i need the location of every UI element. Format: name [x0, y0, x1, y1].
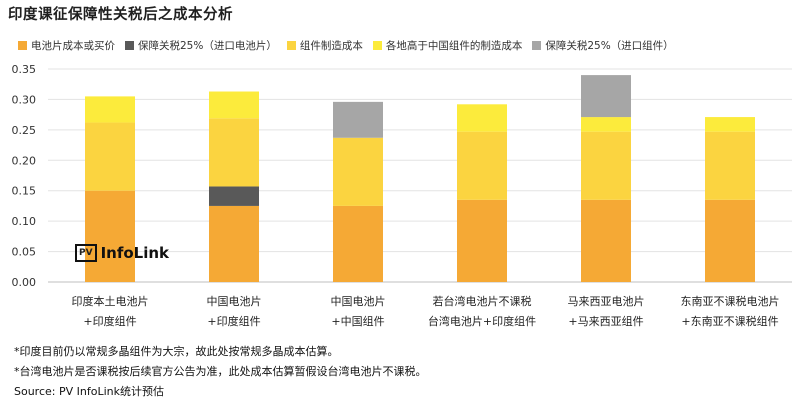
bar-segment: [209, 118, 259, 187]
y-tick-label: 0.10: [12, 215, 37, 228]
legend-swatch: [286, 41, 296, 50]
legend-item: 保障关税25%（进口组件）: [532, 38, 674, 53]
footnotes: *印度目前仍以常规多晶组件为大宗，故此处按常规多晶成本估算。 *台湾电池片是否课…: [14, 342, 427, 402]
x-category-label: 若台湾电池片不课税: [433, 294, 532, 308]
bar-segment: [209, 186, 259, 206]
legend-item: 各地高于中国组件的制造成本: [372, 38, 523, 53]
y-tick-label: 0.00: [12, 276, 37, 289]
source-note: Source: PV InfoLink统计预估: [14, 385, 164, 398]
x-category-label: +东南亚不课税组件: [681, 314, 778, 328]
bar-segment: [581, 75, 631, 118]
bar-segment: [333, 137, 383, 206]
x-category-label: +马来西亚组件: [568, 314, 643, 328]
y-tick-label: 0.30: [12, 93, 37, 106]
x-category-label: 中国电池片: [207, 295, 262, 308]
footnote-1: *印度目前仍以常规多晶组件为大宗，故此处按常规多晶成本估算。: [14, 345, 339, 358]
x-category-label: 中国电池片: [331, 295, 386, 308]
logo-badge: PV: [75, 244, 97, 262]
y-tick-label: 0.25: [12, 124, 37, 137]
legend-label: 保障关税25%（进口组件）: [545, 40, 674, 52]
bar-segment: [705, 131, 755, 200]
bar-segment: [705, 199, 755, 282]
bar-segment: [581, 117, 631, 132]
bar-segment: [209, 205, 259, 282]
x-category-label: +印度组件: [207, 314, 260, 328]
bar-segment: [581, 131, 631, 200]
legend-item: 电池片成本或买价: [18, 38, 115, 53]
x-category-label: 印度本土电池片: [72, 294, 149, 308]
legend-swatch: [532, 41, 542, 50]
bar-segment: [333, 205, 383, 282]
bar-segment: [209, 91, 259, 119]
bar-segment: [457, 104, 507, 132]
bar-segment: [705, 117, 755, 132]
bar-segment: [85, 96, 135, 123]
x-category-label: 马来西亚电池片: [568, 295, 645, 308]
legend-label: 电池片成本或买价: [31, 40, 115, 52]
chart-legend: 电池片成本或买价 保障关税25%（进口电池片） 组件制造成本 各地高于中国组件的制造成…: [18, 38, 684, 53]
y-tick-label: 0.35: [12, 63, 37, 76]
y-tick-label: 0.20: [12, 154, 37, 167]
bar-segment: [333, 101, 383, 138]
legend-swatch: [125, 41, 134, 50]
legend-swatch: [18, 41, 27, 50]
bar-segment: [457, 199, 507, 282]
x-category-label: +中国组件: [331, 314, 384, 328]
x-category-label: 东南亚不课税电池片: [681, 294, 780, 308]
legend-label: 保障关税25%（进口电池片）: [138, 40, 277, 52]
y-tick-label: 0.05: [12, 246, 37, 259]
legend-swatch: [372, 41, 382, 50]
chart-title: 印度课征保障性关税后之成本分析: [8, 7, 233, 23]
footnote-2: *台湾电池片是否课税按后续官方公告为准，此处成本估算暂假设台湾电池片不课税。: [14, 365, 427, 378]
legend-label: 各地高于中国组件的制造成本: [385, 40, 523, 52]
bar-segment: [85, 190, 135, 282]
infolink-logo: PV InfoLink: [75, 244, 169, 262]
legend-label: 组件制造成本: [299, 40, 363, 52]
y-tick-label: 0.15: [12, 185, 37, 198]
bar-segment: [85, 122, 135, 191]
x-category-label: 台湾电池片+印度组件: [428, 314, 536, 328]
bar-segment: [581, 199, 631, 282]
legend-item: 组件制造成本: [286, 38, 363, 53]
stacked-bar-chart: 0.00 0.05 0.10 0.15 0.20 0.25 0.30 0.35 印度本土电池片 +…: [12, 63, 792, 328]
x-category-label: +印度组件: [83, 314, 136, 328]
bar-segment: [457, 131, 507, 200]
legend-item: 保障关税25%（进口电池片）: [125, 38, 277, 53]
logo-text: InfoLink: [100, 244, 170, 262]
